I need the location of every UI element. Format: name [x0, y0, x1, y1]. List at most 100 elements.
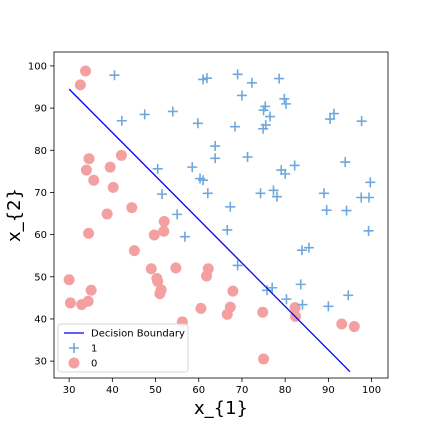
positive-point	[202, 188, 213, 199]
y-tick-label: 70	[34, 188, 47, 199]
positive-point	[297, 299, 308, 310]
positive-point	[260, 101, 271, 112]
legend: Decision Boundary 1 0	[57, 323, 189, 373]
positive-point	[289, 160, 300, 171]
positive-point	[167, 106, 178, 117]
positive-point	[225, 201, 236, 212]
legend-negative-label: 0	[91, 359, 97, 370]
positive-point	[262, 285, 273, 296]
positive-point	[242, 152, 253, 163]
x-tick-label: 60	[192, 385, 205, 396]
positive-point	[363, 192, 374, 203]
x-axis-ticks: 30 40 50 60 70 80 90 100	[63, 378, 381, 396]
positive-point	[271, 191, 282, 202]
positive-point	[230, 121, 241, 132]
negative-point	[145, 263, 157, 275]
negative-point	[104, 161, 116, 173]
positive-point	[340, 157, 351, 168]
x-tick-label: 40	[106, 385, 119, 396]
y-tick-label: 50	[34, 272, 47, 283]
positive-point	[198, 175, 209, 186]
negative-point	[83, 153, 95, 165]
positive-point	[365, 177, 376, 188]
legend-positive-swatch	[69, 343, 79, 353]
data-marks	[63, 65, 376, 373]
y-tick-label: 40	[34, 314, 47, 325]
negative-point	[107, 181, 119, 193]
negative-point	[63, 274, 75, 286]
positive-point	[179, 231, 190, 242]
negative-point	[83, 227, 95, 239]
x-tick-label: 80	[279, 385, 292, 396]
x-tick-label: 70	[236, 385, 249, 396]
negative-point	[170, 262, 182, 274]
positive-point	[210, 141, 221, 152]
decision-boundary-line	[68, 88, 351, 373]
positive-point	[295, 279, 306, 290]
positive-point	[246, 77, 257, 88]
negative-point	[224, 301, 236, 313]
negative-point	[158, 216, 170, 228]
negative-point	[80, 164, 92, 176]
positive-point	[281, 98, 292, 109]
positive-point	[157, 189, 168, 200]
legend-box	[57, 323, 189, 373]
negative-point	[336, 318, 348, 330]
negative-point	[128, 245, 140, 257]
negative-point	[158, 225, 170, 237]
positive-point	[328, 108, 339, 119]
negative-point	[257, 306, 269, 318]
positive-point	[222, 224, 233, 235]
x-tick-label: 30	[63, 385, 76, 396]
positive-point	[343, 290, 354, 301]
positive-point	[232, 260, 243, 271]
positive-point	[139, 109, 150, 120]
legend-positive-label: 1	[91, 344, 97, 355]
positive-point	[274, 73, 285, 84]
positive-point	[321, 205, 332, 216]
y-tick-label: 100	[28, 61, 47, 72]
positive-point	[172, 209, 183, 220]
negative-point	[148, 229, 160, 241]
negative-point	[202, 263, 214, 275]
x-tick-label: 100	[362, 385, 381, 396]
positive-point	[279, 93, 290, 104]
negative-point	[85, 284, 97, 296]
positive-point	[363, 225, 374, 236]
negative-point	[155, 284, 167, 296]
positive-point	[323, 301, 334, 312]
positive-point	[341, 205, 352, 216]
positive-point	[192, 118, 203, 129]
negative-point	[74, 79, 86, 91]
y-tick-label: 80	[34, 146, 47, 157]
positive-point	[303, 242, 314, 253]
positive-point	[281, 294, 292, 305]
y-tick-label: 60	[34, 230, 47, 241]
positive-point	[356, 116, 367, 127]
positive-point	[116, 115, 127, 126]
positive-point	[187, 162, 198, 173]
positive-point	[255, 188, 266, 199]
positive-point	[210, 153, 221, 164]
x-axis-title: x_{1}	[194, 398, 248, 419]
positive-point	[236, 90, 247, 101]
negative-point	[115, 149, 127, 161]
negative-point	[88, 174, 100, 186]
positive-point	[201, 73, 212, 84]
negative-point	[64, 297, 76, 309]
y-tick-label: 90	[34, 104, 47, 115]
y-axis-title: x_{2}	[4, 188, 25, 242]
positive-point	[265, 111, 276, 122]
positive-point	[232, 69, 243, 80]
x-tick-label: 90	[322, 385, 335, 396]
negative-point	[126, 202, 138, 214]
positive-point	[268, 185, 279, 196]
positive-point	[319, 188, 330, 199]
positive-point	[267, 282, 278, 293]
positive-point	[152, 163, 163, 174]
negative-point	[101, 208, 113, 220]
x-tick-label: 50	[149, 385, 162, 396]
legend-negative-swatch	[68, 357, 80, 369]
negative-point	[82, 295, 94, 307]
